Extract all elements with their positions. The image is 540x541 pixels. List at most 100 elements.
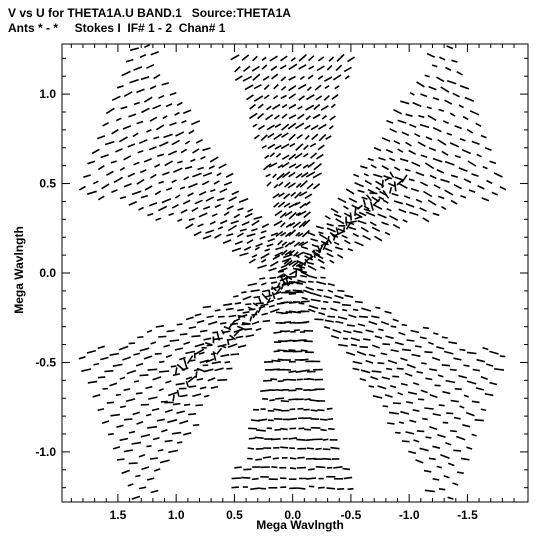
uv-track <box>252 310 259 319</box>
uv-track <box>185 223 194 230</box>
uv-track <box>227 343 238 348</box>
uv-track <box>459 137 466 142</box>
uv-track <box>333 300 341 304</box>
uv-track <box>263 94 270 100</box>
uv-track <box>354 207 357 217</box>
uv-track <box>456 471 464 474</box>
uv-track <box>405 431 415 435</box>
uv-track <box>235 335 244 339</box>
uv-track <box>424 74 430 78</box>
uv-track <box>368 353 376 357</box>
uv-track <box>132 132 139 138</box>
uv-track <box>426 106 432 110</box>
uv-track <box>389 128 398 133</box>
uv-track <box>300 241 309 247</box>
uv-track <box>329 115 336 121</box>
uv-track <box>337 197 347 204</box>
uv-track <box>288 63 298 71</box>
uv-track <box>309 142 317 148</box>
uv-track <box>174 194 181 199</box>
uv-track <box>280 143 290 150</box>
uv-track <box>326 252 334 258</box>
uv-track <box>335 64 343 72</box>
x-axis-label: Mega Wavlngth <box>256 518 344 532</box>
uv-track <box>233 317 241 323</box>
uv-track <box>126 369 137 375</box>
uv-track <box>149 173 157 179</box>
uv-track <box>438 108 445 112</box>
uv-track <box>441 150 449 156</box>
uv-track <box>274 251 284 257</box>
uv-track <box>233 328 241 337</box>
uv-track <box>426 52 436 58</box>
uv-track <box>404 372 413 377</box>
uv-track <box>105 107 115 115</box>
uv-track <box>389 187 393 194</box>
uv-track <box>264 248 271 252</box>
uv-track <box>447 496 454 500</box>
uv-track <box>169 339 180 342</box>
uv-track <box>133 101 140 106</box>
uv-track <box>209 220 216 225</box>
x-tick-label: 0.5 <box>226 508 243 522</box>
uv-track <box>459 84 470 90</box>
uv-track <box>191 335 201 338</box>
uv-track <box>373 146 382 152</box>
uv-track <box>185 376 193 380</box>
uv-track <box>298 64 307 70</box>
uv-track <box>341 234 348 239</box>
uv-track <box>432 157 443 163</box>
uv-track <box>320 307 327 310</box>
uv-track <box>414 132 421 138</box>
uv-track <box>182 199 191 205</box>
uv-track <box>380 352 388 356</box>
uv-track <box>128 342 135 345</box>
uv-track <box>454 154 461 159</box>
uv-track <box>97 165 105 171</box>
uv-track <box>418 114 425 119</box>
uv-track <box>313 249 316 258</box>
uv-track <box>307 265 317 271</box>
uv-track <box>462 424 471 428</box>
uv-track <box>413 439 420 443</box>
uv-track <box>305 104 315 111</box>
uv-track <box>386 207 392 212</box>
uv-track <box>450 429 457 433</box>
uv-track <box>179 394 188 398</box>
uv-track <box>330 103 336 109</box>
uv-track <box>471 140 480 146</box>
uv-track <box>255 302 264 305</box>
uv-track <box>387 422 395 425</box>
uv-track <box>449 368 457 371</box>
uv-track <box>179 356 186 361</box>
uv-track <box>260 389 271 392</box>
uv-track <box>308 65 315 70</box>
uv-track <box>230 353 240 356</box>
uv-track <box>139 53 147 59</box>
uv-track <box>119 376 126 380</box>
uv-track <box>116 85 124 89</box>
uv-track <box>486 363 494 367</box>
uv-track <box>326 487 336 490</box>
uv-track <box>96 135 106 140</box>
uv-track <box>305 201 311 206</box>
uv-track <box>115 148 123 153</box>
uv-track <box>234 466 242 469</box>
uv-track <box>205 196 215 202</box>
uv-track <box>424 351 433 354</box>
uv-track <box>446 412 454 415</box>
uv-track <box>270 281 278 284</box>
uv-track <box>273 408 282 412</box>
uv-track <box>297 113 305 120</box>
uv-track <box>214 367 224 372</box>
uv-track <box>452 92 460 98</box>
uv-track <box>354 300 363 304</box>
uv-track <box>429 425 438 431</box>
uv-track <box>281 257 292 263</box>
uv-track <box>158 205 168 212</box>
uv-track <box>268 162 278 168</box>
uv-track <box>273 94 279 100</box>
uv-track <box>276 282 281 288</box>
uv-track <box>289 240 296 245</box>
uv-track <box>402 219 408 223</box>
